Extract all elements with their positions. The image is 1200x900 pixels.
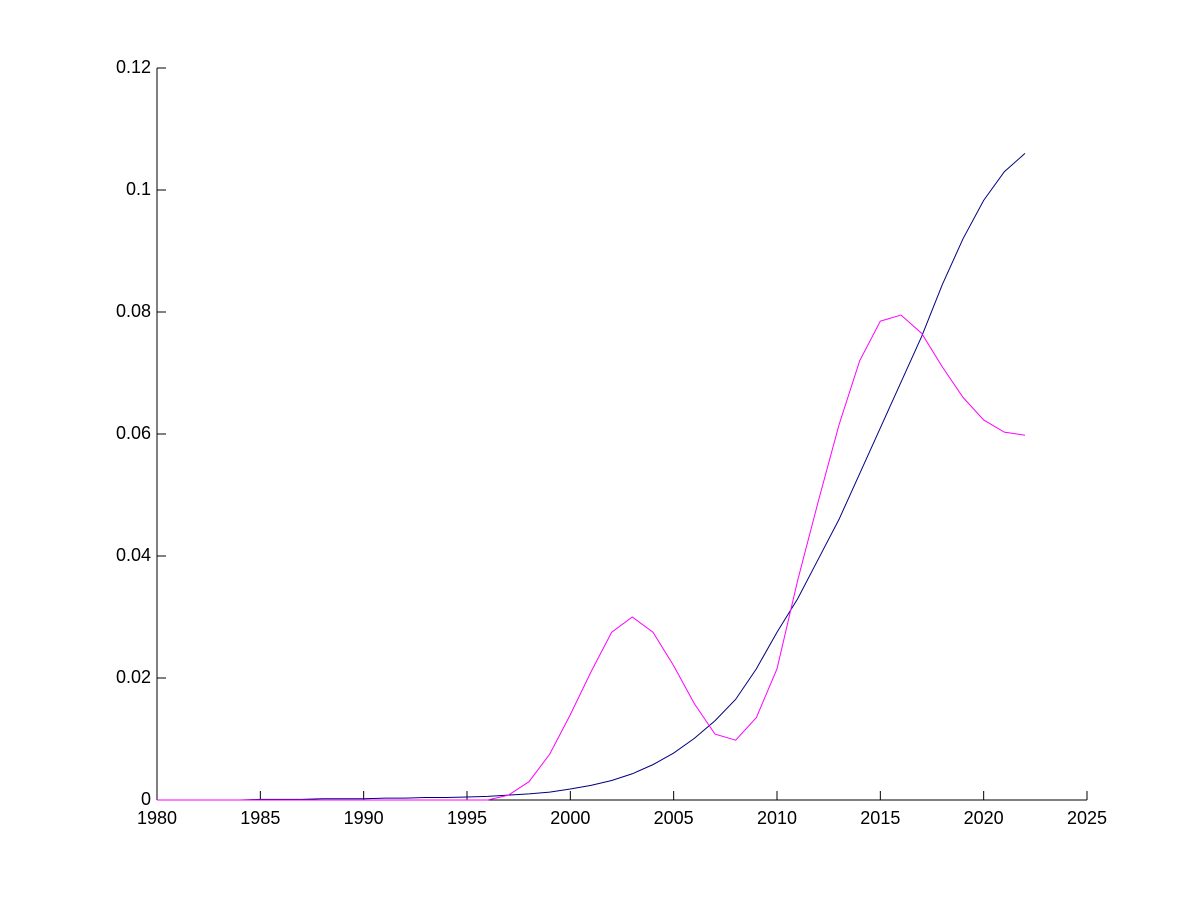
series-line [157,153,1026,801]
x-tick-label: 1985 [240,808,280,828]
y-tick-label: 0.12 [116,57,151,77]
y-tick-label: 0.08 [116,301,151,321]
series-line [157,314,1026,801]
x-tick-label: 1980 [137,808,177,828]
x-tick-label: 2005 [654,808,694,828]
x-tick-label: 2020 [964,808,1004,828]
x-tick-label: 2025 [1067,808,1107,828]
y-tick-label: 0.02 [116,667,151,687]
x-tick-label: 2010 [757,808,797,828]
y-tick-label: 0 [141,789,151,809]
y-tick-label: 0.04 [116,545,151,565]
y-tick-label: 0.06 [116,423,151,443]
y-tick-label: 0.1 [126,179,151,199]
x-tick-label: 1995 [447,808,487,828]
x-tick-label: 2015 [860,808,900,828]
x-tick-label: 2000 [550,808,590,828]
x-tick-label: 1990 [344,808,384,828]
